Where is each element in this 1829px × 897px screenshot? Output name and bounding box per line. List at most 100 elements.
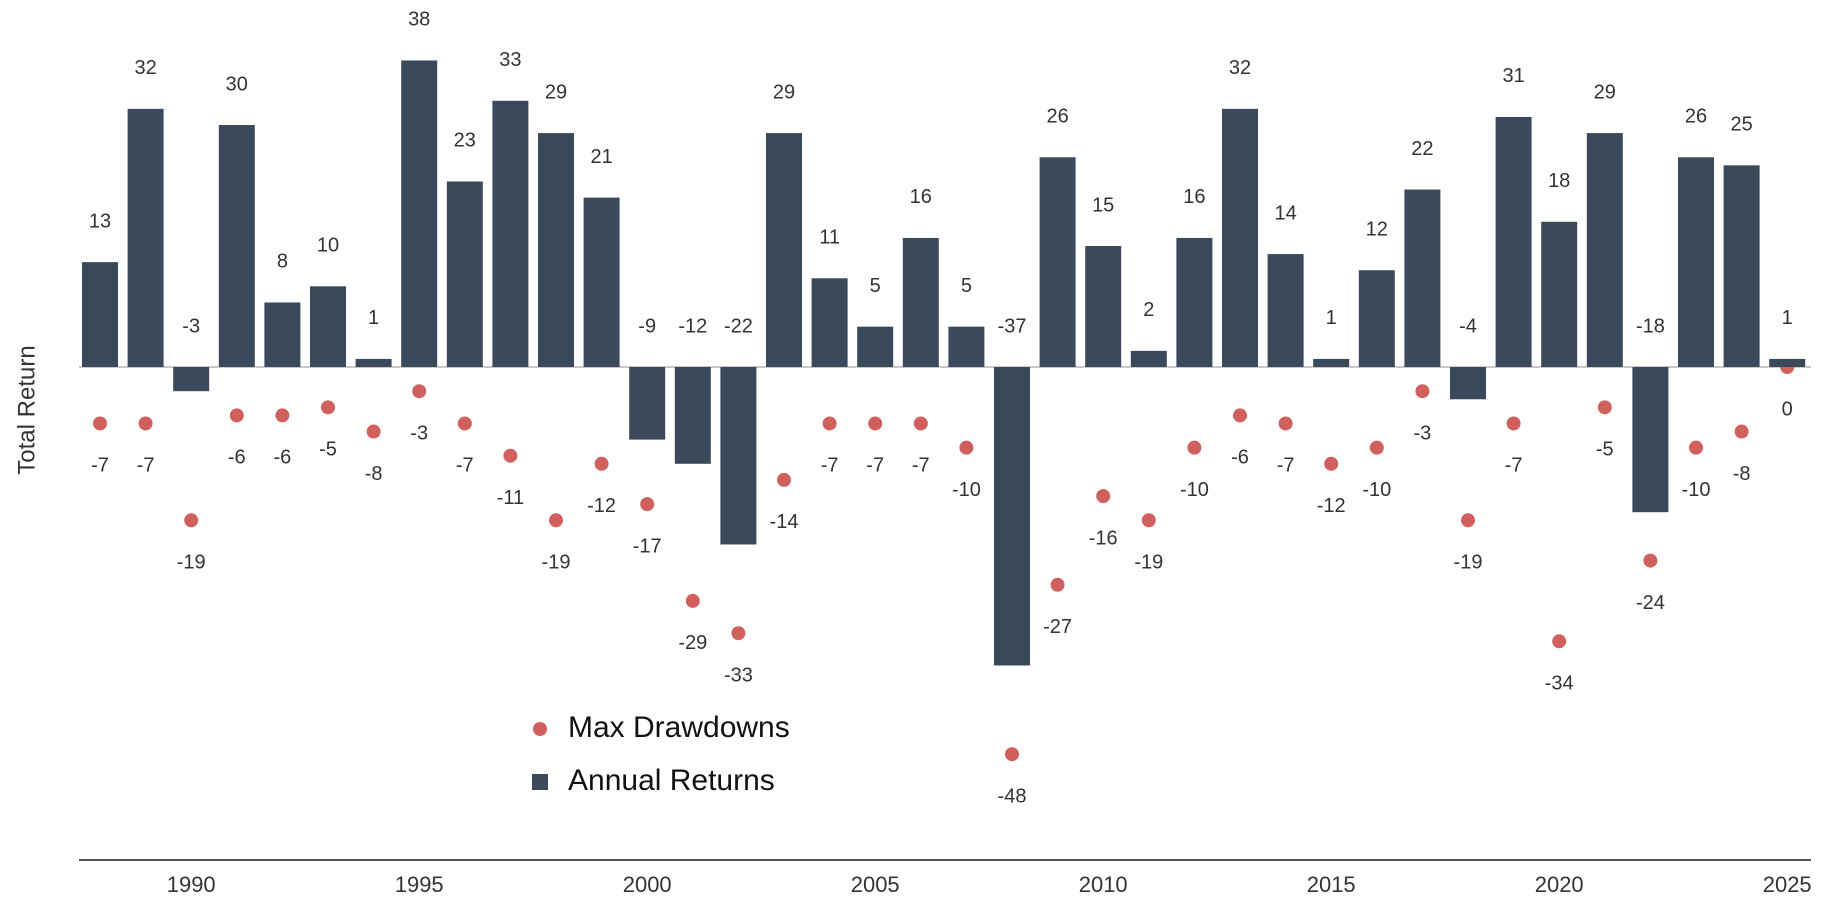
bar bbox=[218, 125, 255, 367]
legend-label: Annual Returns bbox=[568, 764, 775, 797]
drawdown-dot bbox=[685, 593, 700, 608]
y-axis-label: Total Return bbox=[13, 345, 40, 474]
drawdown-dot bbox=[1233, 408, 1247, 423]
drawdown-dot bbox=[1278, 416, 1293, 431]
bar-value-label: 5 bbox=[961, 275, 972, 297]
bar-value-label: 5 bbox=[870, 275, 881, 297]
drawdown-value-label: -16 bbox=[1089, 527, 1118, 549]
drawdown-value-label: -10 bbox=[1362, 479, 1391, 501]
bar-value-label: 12 bbox=[1366, 218, 1388, 240]
drawdown-dot bbox=[1187, 440, 1202, 455]
legend-label: Max Drawdowns bbox=[568, 711, 790, 744]
drawdown-value-label: -24 bbox=[1636, 592, 1665, 614]
bar bbox=[446, 181, 483, 367]
drawdown-dot bbox=[457, 416, 472, 431]
bar bbox=[629, 367, 666, 440]
drawdown-dot bbox=[275, 408, 290, 423]
drawdown-value-label: -3 bbox=[410, 422, 428, 444]
drawdown-dot bbox=[503, 448, 518, 463]
drawdown-value-label: -5 bbox=[319, 439, 337, 461]
bar-value-label: 32 bbox=[1229, 57, 1251, 79]
bar bbox=[1495, 116, 1532, 367]
bar bbox=[1586, 133, 1623, 367]
drawdown-value-label: -12 bbox=[1317, 495, 1346, 517]
drawdown-value-label: -19 bbox=[1454, 552, 1483, 574]
drawdown-value-label: -7 bbox=[137, 455, 155, 477]
drawdown-value-label: -8 bbox=[1733, 463, 1751, 485]
x-tick-label: 2005 bbox=[851, 872, 900, 897]
bar bbox=[82, 262, 118, 367]
drawdown-value-label: -19 bbox=[1134, 552, 1163, 574]
drawdown-dot bbox=[1643, 553, 1658, 568]
bar bbox=[538, 133, 574, 367]
drawdown-value-label: -48 bbox=[998, 785, 1027, 807]
bar bbox=[1222, 108, 1258, 367]
bar bbox=[1632, 367, 1669, 513]
bar-value-label: -3 bbox=[182, 315, 200, 337]
drawdown-dot bbox=[868, 416, 883, 431]
bar-value-label: 15 bbox=[1092, 194, 1114, 216]
bar-value-label: 26 bbox=[1046, 106, 1068, 128]
drawdown-dot bbox=[640, 497, 655, 512]
bar bbox=[720, 367, 757, 545]
drawdown-dot bbox=[1141, 513, 1156, 528]
drawdown-dot bbox=[1506, 416, 1521, 431]
bar bbox=[674, 367, 711, 464]
bar-value-label: 33 bbox=[499, 49, 521, 71]
bar-value-label: -22 bbox=[724, 315, 753, 337]
bar-value-label: 22 bbox=[1411, 138, 1433, 160]
bar-value-label: 8 bbox=[277, 251, 288, 273]
bar-value-label: 31 bbox=[1502, 65, 1524, 87]
x-tick-label: 1995 bbox=[395, 872, 444, 897]
drawdown-dot bbox=[1552, 634, 1567, 649]
drawdown-value-label: -11 bbox=[497, 487, 524, 509]
drawdown-dot bbox=[321, 400, 335, 415]
drawdown-dot bbox=[1597, 400, 1612, 415]
drawdown-dot bbox=[1369, 440, 1384, 455]
bar bbox=[264, 302, 301, 367]
bar bbox=[492, 100, 529, 368]
drawdown-value-label: -7 bbox=[91, 455, 109, 477]
x-tick-label: 2000 bbox=[623, 872, 672, 897]
drawdown-value-label: -33 bbox=[724, 664, 753, 686]
drawdown-value-label: -19 bbox=[542, 552, 571, 574]
drawdown-dot bbox=[1415, 384, 1430, 399]
bar-value-label: 38 bbox=[408, 9, 430, 31]
drawdown-value-label: -12 bbox=[587, 495, 616, 517]
bar-value-label: 14 bbox=[1274, 202, 1296, 224]
drawdown-dot bbox=[366, 424, 381, 439]
drawdown-value-label: -7 bbox=[912, 455, 930, 477]
bar-value-label: 29 bbox=[1594, 81, 1616, 103]
bar-value-label: 13 bbox=[89, 210, 111, 232]
bar bbox=[1313, 358, 1350, 367]
legend-marker bbox=[533, 722, 547, 736]
bar bbox=[994, 367, 1030, 666]
bar bbox=[1358, 270, 1395, 367]
bar-value-label: 18 bbox=[1548, 170, 1570, 192]
drawdown-dot bbox=[184, 513, 199, 528]
bar bbox=[1176, 237, 1213, 367]
x-tick-label: 2015 bbox=[1307, 872, 1356, 897]
bar-value-label: 1 bbox=[368, 307, 379, 329]
drawdown-value-label: -7 bbox=[866, 455, 884, 477]
drawdown-value-label: -27 bbox=[1043, 616, 1072, 638]
drawdown-value-label: -10 bbox=[1682, 479, 1711, 501]
bar-value-label: 29 bbox=[773, 81, 795, 103]
drawdown-value-label: -17 bbox=[633, 535, 662, 557]
drawdown-dot bbox=[1689, 440, 1703, 455]
bar bbox=[1769, 358, 1806, 367]
bar bbox=[127, 108, 164, 367]
drawdown-dot bbox=[93, 416, 107, 431]
bar-value-label: 26 bbox=[1685, 106, 1707, 128]
drawdown-value-label: 0 bbox=[1782, 398, 1793, 420]
drawdown-value-label: -7 bbox=[821, 455, 839, 477]
bar bbox=[1085, 246, 1122, 367]
bar-value-label: 30 bbox=[226, 73, 248, 95]
bar bbox=[1450, 367, 1486, 400]
bar-value-label: 16 bbox=[1183, 186, 1205, 208]
bar-value-label: -9 bbox=[638, 315, 656, 337]
bar-value-label: -18 bbox=[1636, 315, 1665, 337]
drawdown-dot bbox=[777, 472, 791, 487]
drawdown-dot bbox=[549, 513, 563, 528]
